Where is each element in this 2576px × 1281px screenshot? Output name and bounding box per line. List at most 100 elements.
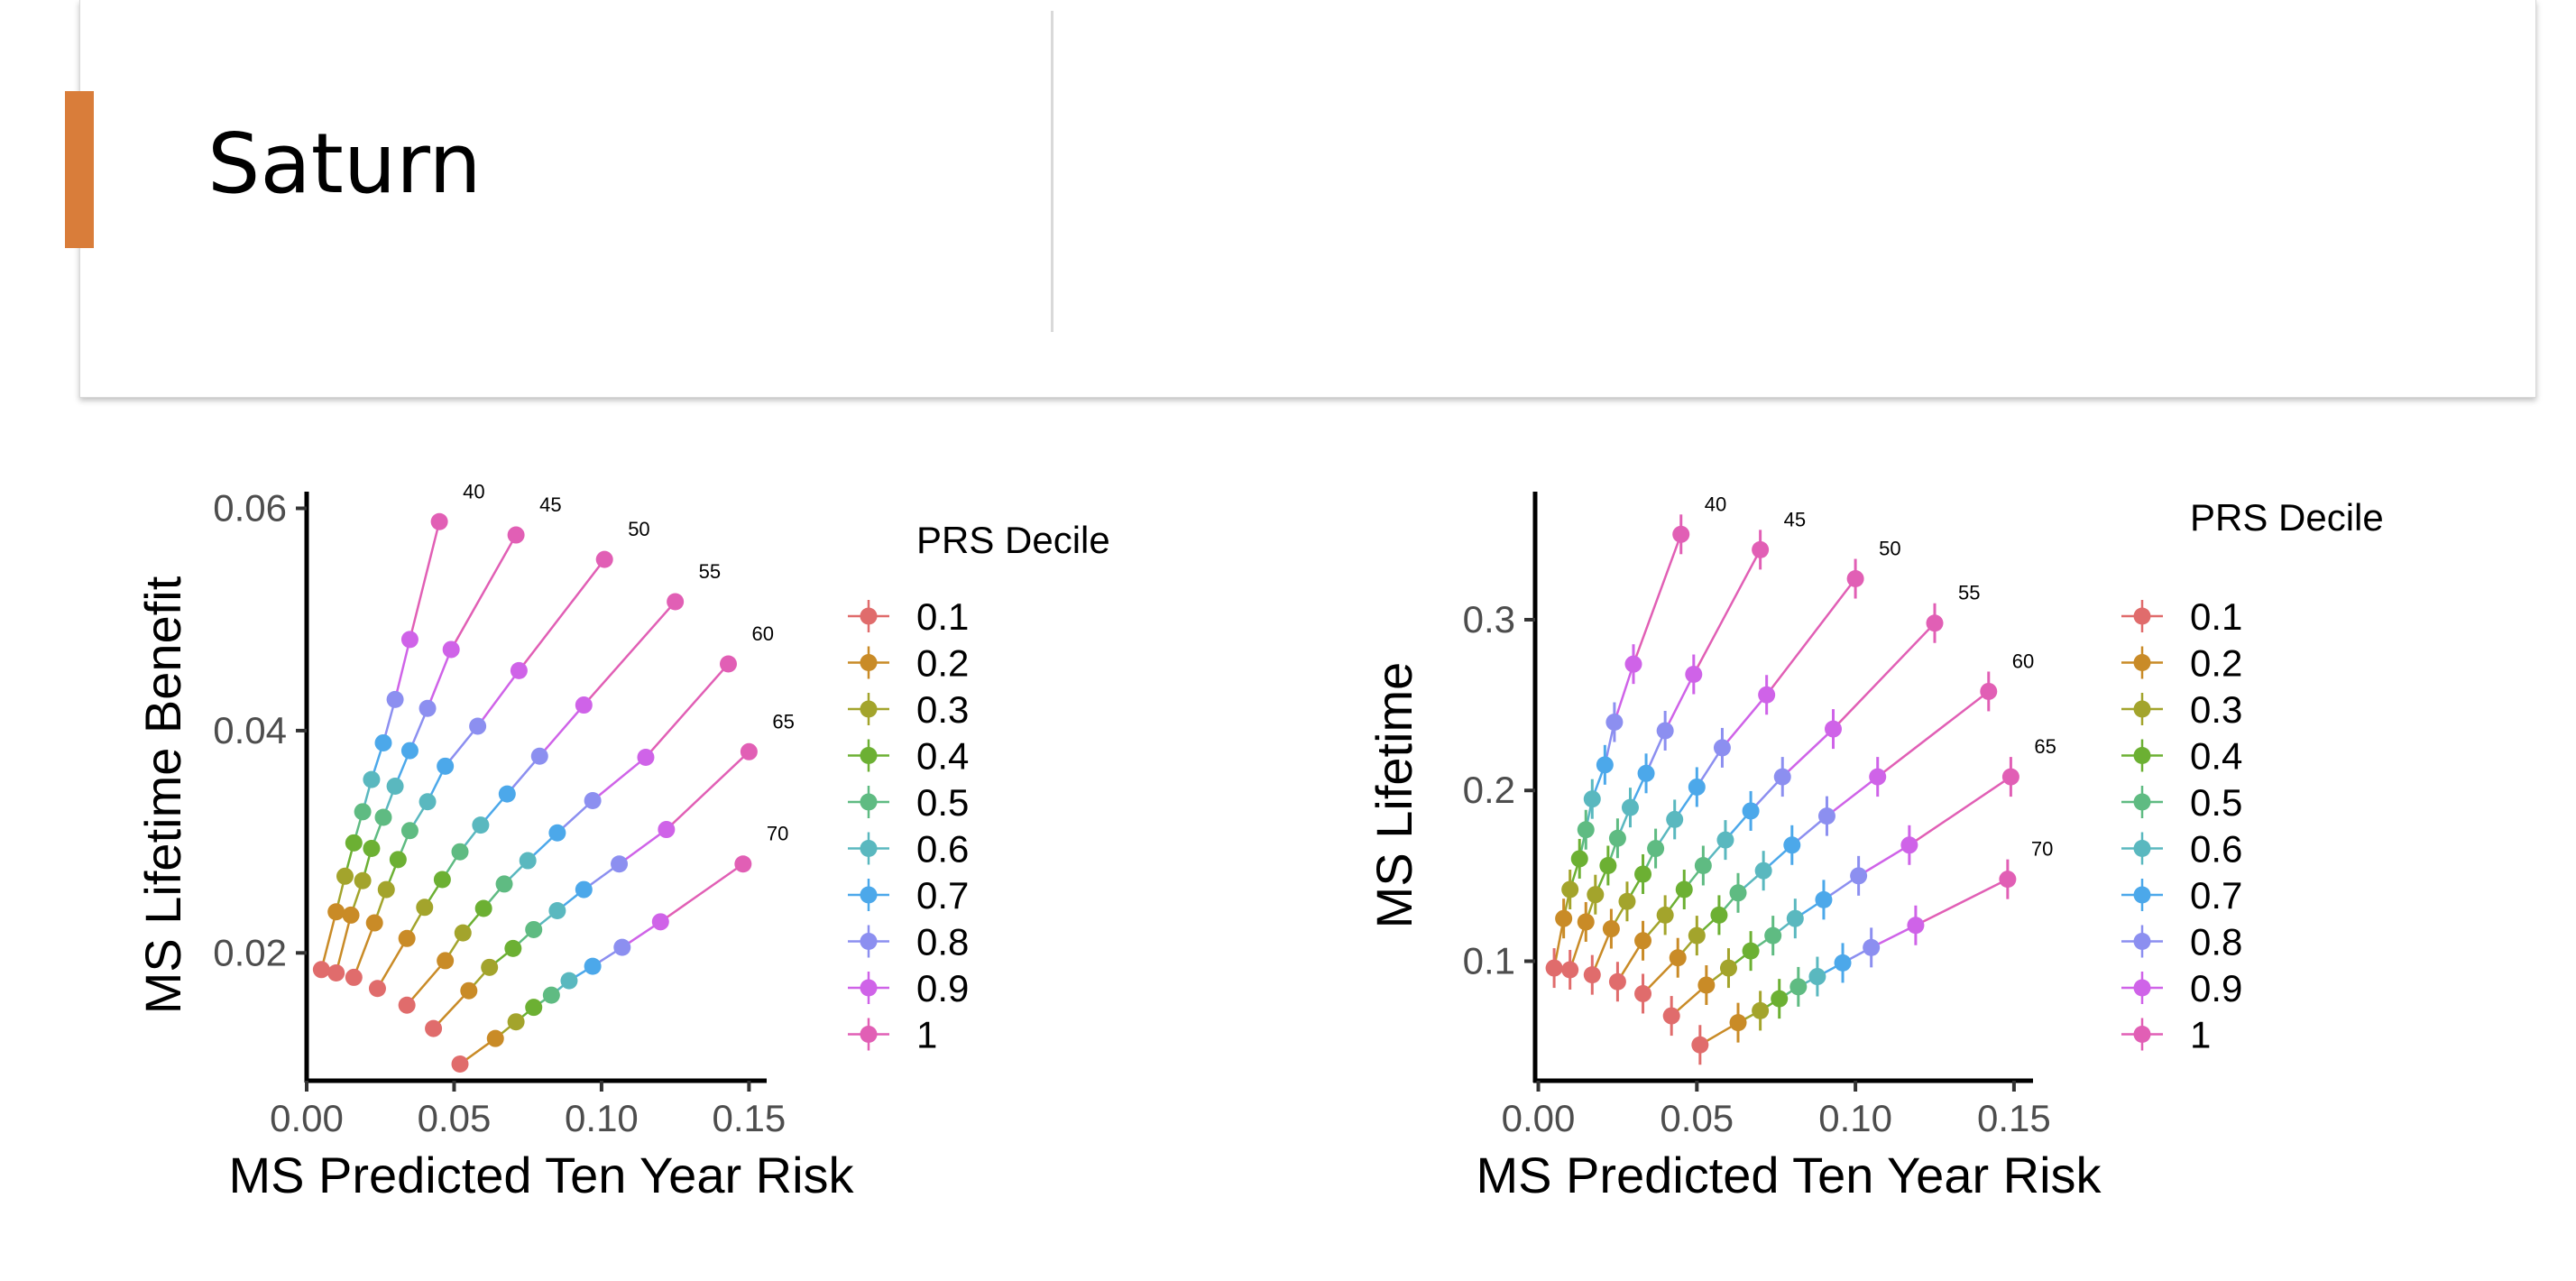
series-line-segment — [320, 911, 337, 971]
age-label: 60 — [752, 622, 774, 645]
data-point — [525, 920, 543, 938]
data-point — [1545, 959, 1563, 977]
age-group-40: 40 — [312, 480, 485, 979]
data-point — [486, 1029, 504, 1047]
data-point — [1758, 686, 1776, 704]
data-point — [363, 839, 381, 857]
y-tick-label: 0.1 — [1463, 940, 1515, 982]
data-point — [1869, 768, 1887, 786]
data-point — [1900, 836, 1918, 854]
age-label: 40 — [1705, 493, 1726, 515]
data-point — [1634, 932, 1652, 950]
series-line-segment — [665, 751, 750, 831]
age-label: 55 — [1958, 582, 1980, 604]
legend-label: 0.8 — [2190, 921, 2242, 963]
data-point — [400, 631, 419, 649]
data-point — [1608, 829, 1626, 847]
series-line-segment — [538, 704, 585, 758]
data-point — [1786, 909, 1804, 927]
data-point — [1666, 810, 1684, 828]
data-point — [584, 957, 602, 975]
legend-key-point — [2133, 1026, 2151, 1043]
data-point — [327, 963, 345, 981]
data-point — [658, 821, 676, 839]
legend-key-point — [2133, 886, 2151, 904]
age-label: 70 — [2031, 838, 2053, 861]
data-point — [542, 986, 560, 1004]
data-point — [1771, 990, 1789, 1008]
y-tick-label: 0.2 — [1463, 769, 1515, 811]
title-card — [79, 0, 2536, 398]
data-point — [1637, 764, 1655, 782]
data-point — [460, 981, 478, 1000]
data-point — [1685, 666, 1703, 684]
series-line-segment — [618, 828, 667, 865]
legend-key-point — [860, 700, 878, 718]
data-point — [454, 924, 472, 942]
age-label: 50 — [1879, 538, 1900, 560]
legend-label: 0.2 — [916, 642, 969, 685]
series-line-segment — [444, 725, 479, 768]
data-point — [386, 690, 404, 708]
data-point — [1999, 871, 2017, 889]
data-point — [469, 717, 487, 735]
data-point — [1710, 906, 1728, 924]
legend-key-point — [860, 840, 878, 857]
data-point — [507, 1013, 525, 1031]
data-point — [312, 961, 330, 979]
x-tick-label: 0.00 — [1502, 1097, 1576, 1139]
data-point — [1561, 880, 1579, 899]
data-point — [1773, 768, 1791, 786]
x-tick-label: 0.10 — [565, 1097, 639, 1139]
data-point — [1634, 865, 1652, 883]
legend-label: 0.1 — [2190, 595, 2242, 638]
data-point — [1577, 821, 1595, 839]
series-line-segment — [1857, 843, 1910, 877]
age-group-55: 55 — [368, 560, 721, 998]
age-group-50: 50 — [345, 518, 650, 986]
series-line-segment — [592, 756, 647, 802]
data-point — [1752, 1001, 1770, 1019]
data-point — [498, 785, 516, 803]
age-group-70: 70 — [451, 823, 788, 1074]
data-point — [345, 968, 363, 986]
legend-key-point — [2133, 607, 2151, 625]
y-tick-label: 0.3 — [1463, 598, 1515, 640]
y-tick-label: 0.04 — [213, 709, 287, 751]
age-label: 45 — [539, 493, 561, 516]
legend-title: PRS Decile — [2190, 496, 2384, 539]
legend-key-point — [860, 607, 878, 625]
series-line-segment — [1664, 673, 1695, 732]
data-point — [1608, 972, 1626, 991]
data-point — [1789, 978, 1808, 996]
data-point — [1656, 722, 1674, 740]
series-line-segment — [659, 862, 744, 923]
data-point — [398, 996, 416, 1014]
legend-label: 0.4 — [2190, 735, 2242, 778]
data-point — [548, 901, 566, 919]
series-line-segment — [1721, 694, 1768, 749]
data-point — [437, 952, 455, 970]
data-point — [419, 699, 437, 717]
data-point — [734, 855, 752, 873]
data-point — [519, 852, 537, 870]
y-axis-label: MS Lifetime Benefit — [134, 576, 191, 1014]
x-axis-label: MS Predicted Ten Year Risk — [228, 1147, 854, 1203]
legend-label: 0.5 — [916, 781, 969, 824]
data-point — [368, 980, 386, 998]
data-point — [472, 816, 490, 834]
legend-title: PRS Decile — [916, 519, 1110, 561]
legend-label: 0.9 — [2190, 967, 2242, 1009]
data-point — [374, 808, 392, 826]
data-point — [1850, 867, 1868, 885]
data-point — [2001, 768, 2019, 786]
data-point — [1688, 778, 1706, 796]
series-line-segment — [1832, 622, 1936, 730]
data-point — [481, 958, 499, 976]
data-point — [363, 770, 381, 788]
legend-label: 1 — [2190, 1014, 2211, 1056]
data-point — [1691, 1036, 1709, 1054]
data-point — [1675, 880, 1693, 899]
data-point — [451, 843, 469, 861]
